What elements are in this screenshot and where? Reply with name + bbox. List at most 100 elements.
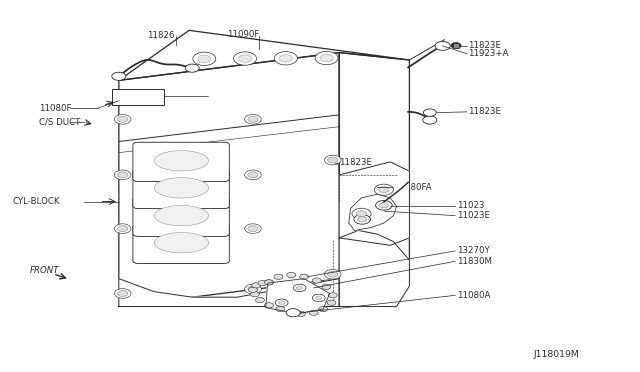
Circle shape: [328, 271, 338, 277]
Circle shape: [451, 42, 461, 48]
Circle shape: [255, 298, 264, 303]
Circle shape: [423, 116, 437, 124]
Circle shape: [248, 286, 258, 292]
Text: 11830M: 11830M: [457, 257, 492, 266]
Circle shape: [118, 226, 128, 232]
Circle shape: [115, 289, 131, 298]
Circle shape: [193, 52, 216, 65]
FancyBboxPatch shape: [133, 197, 229, 236]
Circle shape: [185, 64, 199, 72]
Polygon shape: [339, 52, 410, 286]
Text: 11823E: 11823E: [468, 41, 501, 50]
Ellipse shape: [154, 232, 209, 253]
Polygon shape: [119, 52, 339, 307]
Circle shape: [300, 274, 308, 279]
Text: 11080A: 11080A: [457, 291, 490, 300]
Circle shape: [322, 284, 331, 289]
Text: CYL-BLOCK: CYL-BLOCK: [12, 197, 60, 206]
Polygon shape: [266, 279, 330, 314]
Circle shape: [274, 274, 283, 279]
Circle shape: [248, 172, 258, 178]
Circle shape: [324, 155, 341, 165]
Circle shape: [118, 116, 128, 122]
Circle shape: [115, 115, 131, 124]
Circle shape: [316, 296, 322, 300]
Circle shape: [276, 307, 285, 312]
Circle shape: [327, 300, 336, 305]
Circle shape: [115, 170, 131, 180]
Circle shape: [234, 52, 257, 65]
Circle shape: [328, 157, 338, 163]
Circle shape: [287, 272, 296, 278]
Circle shape: [312, 294, 325, 302]
Circle shape: [115, 224, 131, 234]
Text: (13264): (13264): [122, 97, 154, 106]
FancyBboxPatch shape: [133, 169, 229, 209]
Circle shape: [296, 311, 305, 317]
Text: 11823E: 11823E: [468, 108, 501, 116]
Circle shape: [320, 54, 333, 62]
Circle shape: [328, 293, 337, 298]
Circle shape: [319, 307, 328, 312]
Circle shape: [112, 72, 126, 80]
Text: 11080FA: 11080FA: [394, 183, 432, 192]
Circle shape: [374, 184, 394, 195]
Circle shape: [286, 309, 300, 317]
Circle shape: [248, 226, 258, 232]
FancyBboxPatch shape: [113, 89, 164, 105]
Circle shape: [435, 41, 451, 50]
Text: 13270Y: 13270Y: [457, 246, 490, 255]
Text: C/S DUCT: C/S DUCT: [39, 118, 81, 127]
Circle shape: [309, 310, 318, 315]
FancyBboxPatch shape: [133, 224, 229, 263]
Circle shape: [118, 172, 128, 178]
Circle shape: [380, 203, 388, 208]
Circle shape: [239, 55, 252, 62]
Circle shape: [258, 280, 267, 286]
Circle shape: [352, 208, 371, 219]
Circle shape: [376, 201, 392, 210]
Ellipse shape: [154, 151, 209, 171]
Circle shape: [248, 116, 258, 122]
Text: 11090F: 11090F: [227, 30, 260, 39]
Text: 11023E: 11023E: [457, 211, 490, 220]
Circle shape: [198, 55, 211, 62]
Circle shape: [278, 301, 285, 305]
Text: 11923+A: 11923+A: [468, 49, 509, 58]
Text: SEC.11: SEC.11: [124, 92, 152, 101]
Bar: [453, 43, 460, 48]
Polygon shape: [119, 279, 339, 307]
Circle shape: [118, 291, 128, 296]
Circle shape: [244, 284, 261, 294]
Circle shape: [244, 115, 261, 124]
Polygon shape: [339, 162, 410, 245]
Circle shape: [275, 299, 288, 307]
Text: FRONT: FRONT: [29, 266, 59, 275]
Ellipse shape: [154, 205, 209, 226]
Circle shape: [244, 224, 261, 234]
Ellipse shape: [154, 178, 209, 198]
Circle shape: [244, 170, 261, 180]
Text: 11080F: 11080F: [39, 104, 72, 113]
Circle shape: [293, 284, 306, 292]
Circle shape: [248, 287, 257, 292]
Polygon shape: [339, 231, 410, 307]
Polygon shape: [349, 194, 397, 231]
Circle shape: [315, 51, 338, 65]
Circle shape: [354, 215, 371, 224]
Circle shape: [287, 310, 296, 315]
Circle shape: [264, 280, 273, 285]
Text: 11826: 11826: [147, 31, 174, 40]
Circle shape: [250, 292, 259, 297]
Circle shape: [356, 211, 367, 217]
Circle shape: [324, 269, 341, 279]
Circle shape: [264, 303, 273, 308]
FancyBboxPatch shape: [133, 142, 229, 182]
Circle shape: [296, 286, 303, 290]
Circle shape: [312, 278, 321, 283]
Circle shape: [280, 55, 292, 62]
Text: 11023: 11023: [457, 201, 484, 210]
Circle shape: [379, 187, 389, 193]
Circle shape: [358, 217, 367, 222]
Circle shape: [264, 280, 273, 285]
